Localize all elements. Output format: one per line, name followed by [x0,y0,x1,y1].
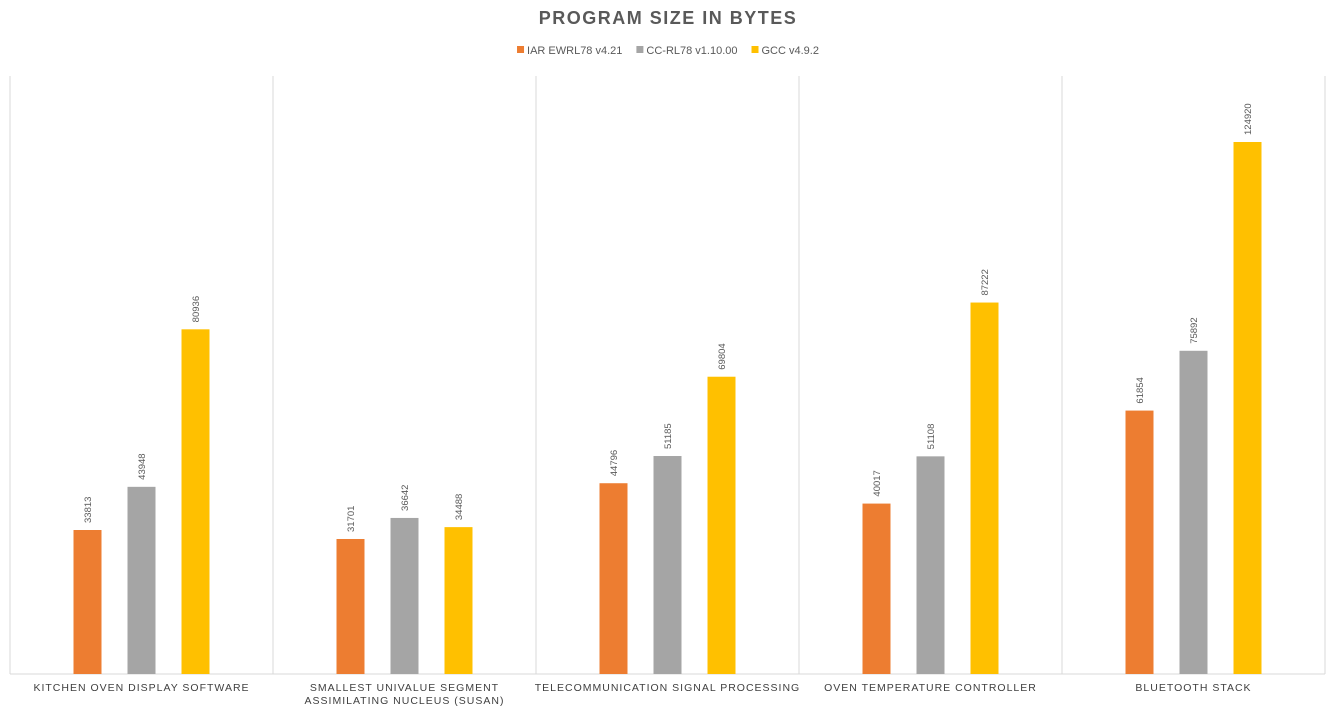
data-label: 51108 [926,424,937,450]
category-label: BLUETOOTH STACK [1135,682,1251,694]
legend-swatch [751,46,759,53]
data-label: 33813 [83,497,94,523]
data-label: 43948 [137,453,148,479]
chart-title: PROGRAM SIZE IN BYTES [539,8,798,28]
bar [916,456,945,674]
bar [1233,142,1262,674]
value-labels: 33813 43948 80936 31701 36642 34488 44796 51185… [83,103,1254,532]
legend-swatch [517,46,525,53]
data-label: 124920 [1243,103,1254,135]
data-label: 75892 [1189,317,1200,343]
bar [862,503,891,674]
category-label: SMALLEST UNIVALUE SEGMENT [310,682,499,694]
bars [73,142,1262,674]
category-label: TELECOMMUNICATION SIGNAL PROCESSING [535,682,800,694]
data-label: 36642 [400,485,411,511]
data-label: 34488 [454,494,465,520]
bar [127,486,156,674]
bar [181,329,210,674]
bar [336,538,365,674]
bar [707,376,736,674]
bar [73,529,102,674]
data-label: 80936 [191,296,202,322]
category-dividers [9,76,1326,674]
data-label: 61854 [1135,377,1146,403]
category-label: KITCHEN OVEN DISPLAY SOFTWARE [33,682,249,694]
bar [970,302,999,674]
bar [653,456,682,674]
legend: IAR EWRL78 v4.21 CC-RL78 v1.10.00 GCC v4.9… [517,45,819,57]
category-label: ASSIMILATING NUCLEUS (SUSAN) [305,695,505,707]
bar [599,483,628,674]
legend-label: GCC v4.9.2 [762,45,819,57]
bar [444,527,473,674]
category-labels: KITCHEN OVEN DISPLAY SOFTWARE SMALLEST UN… [33,682,1251,707]
legend-swatch [636,46,644,53]
legend-label: CC-RL78 v1.10.00 [646,45,737,57]
bar [1125,410,1154,674]
data-label: 44796 [609,450,620,476]
data-label: 69804 [717,343,728,369]
legend-label: IAR EWRL78 v4.21 [527,45,622,57]
data-label: 51185 [663,423,674,449]
data-label: 87222 [980,269,991,295]
data-label: 31701 [346,506,357,532]
bar [390,517,419,674]
category-label: OVEN TEMPERATURE CONTROLLER [824,682,1037,694]
data-label: 40017 [872,470,883,496]
bar [1179,350,1208,674]
